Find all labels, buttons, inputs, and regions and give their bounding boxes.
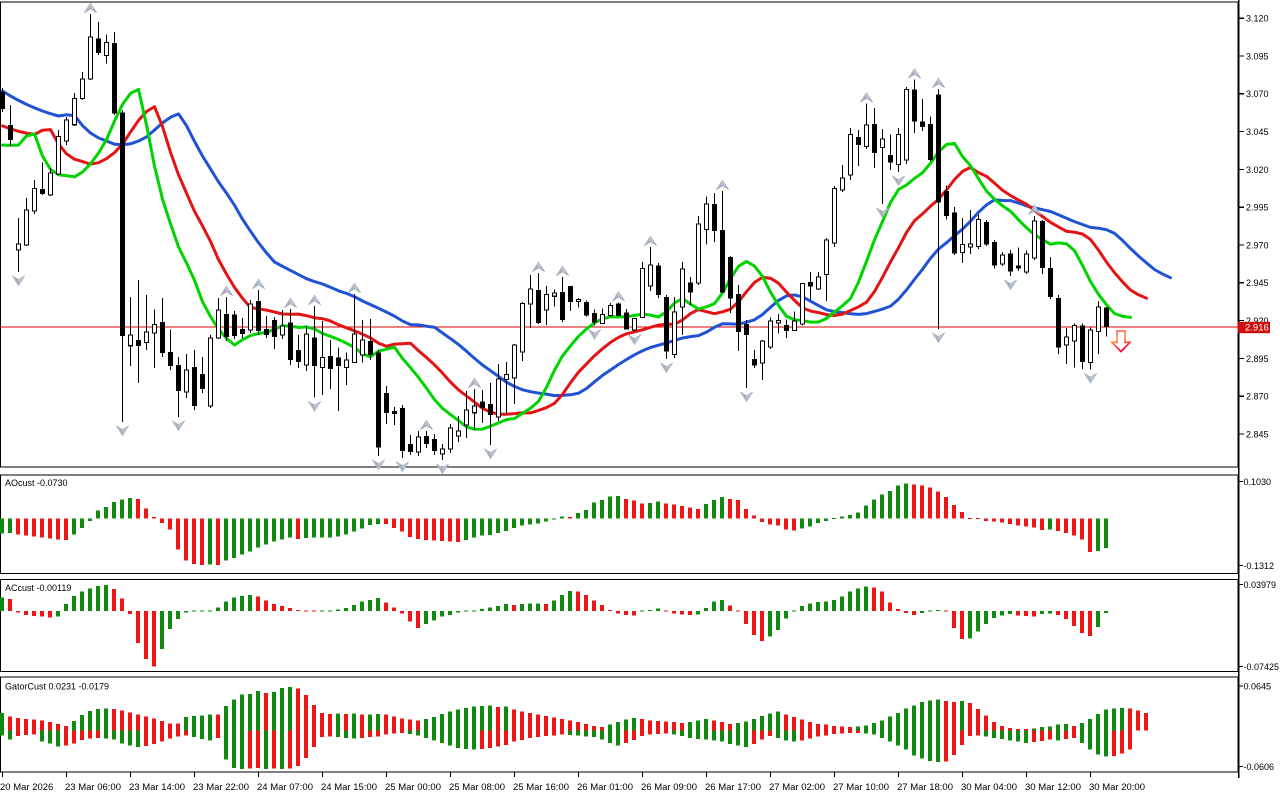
- svg-text:ACcust -0.00119: ACcust -0.00119: [5, 583, 71, 593]
- svg-text:3.070: 3.070: [1246, 89, 1269, 99]
- svg-text:25 Mar 00:00: 25 Mar 00:00: [385, 782, 441, 793]
- svg-text:3.095: 3.095: [1246, 51, 1269, 61]
- svg-text:27 Mar 18:00: 27 Mar 18:00: [897, 782, 953, 793]
- svg-text:24 Mar 07:00: 24 Mar 07:00: [257, 782, 313, 793]
- svg-text:3.045: 3.045: [1246, 127, 1269, 137]
- svg-text:30 Mar 20:00: 30 Mar 20:00: [1089, 782, 1145, 793]
- svg-text:30 Mar 04:00: 30 Mar 04:00: [961, 782, 1017, 793]
- svg-text:0.03979: 0.03979: [1244, 580, 1277, 590]
- svg-text:2.845: 2.845: [1246, 429, 1269, 439]
- svg-text:-0.07425: -0.07425: [1244, 662, 1280, 672]
- svg-text:27 Mar 02:00: 27 Mar 02:00: [769, 782, 825, 793]
- svg-text:26 Mar 01:00: 26 Mar 01:00: [577, 782, 633, 793]
- svg-text:30 Mar 12:00: 30 Mar 12:00: [1025, 782, 1081, 793]
- svg-text:20 Mar 2026: 20 Mar 2026: [0, 782, 53, 793]
- svg-text:2.895: 2.895: [1246, 354, 1269, 364]
- svg-text:23 Mar 14:00: 23 Mar 14:00: [129, 782, 185, 793]
- svg-text:23 Mar 06:00: 23 Mar 06:00: [65, 782, 121, 793]
- svg-text:-0.1312: -0.1312: [1244, 561, 1275, 571]
- svg-text:2.920: 2.920: [1246, 316, 1269, 326]
- svg-text:0.0645: 0.0645: [1244, 681, 1272, 691]
- svg-text:3.020: 3.020: [1246, 165, 1269, 175]
- svg-text:25 Mar 16:00: 25 Mar 16:00: [513, 782, 569, 793]
- svg-text:2.916: 2.916: [1245, 323, 1269, 334]
- svg-text:27 Mar 10:00: 27 Mar 10:00: [833, 782, 889, 793]
- svg-text:2.945: 2.945: [1246, 278, 1269, 288]
- svg-text:23 Mar 22:00: 23 Mar 22:00: [193, 782, 249, 793]
- svg-text:-0.0606: -0.0606: [1244, 762, 1275, 772]
- svg-text:26 Mar 17:00: 26 Mar 17:00: [705, 782, 761, 793]
- svg-text:GatorCust 0.0231 -0.0179: GatorCust 0.0231 -0.0179: [5, 682, 109, 692]
- svg-text:2.995: 2.995: [1246, 203, 1269, 213]
- svg-text:24 Mar 15:00: 24 Mar 15:00: [321, 782, 377, 793]
- svg-text:0.1030: 0.1030: [1244, 477, 1272, 487]
- svg-text:25 Mar 08:00: 25 Mar 08:00: [449, 782, 505, 793]
- svg-text:26 Mar 09:00: 26 Mar 09:00: [641, 782, 697, 793]
- svg-text:2.870: 2.870: [1246, 392, 1269, 402]
- svg-text:2.970: 2.970: [1246, 240, 1269, 250]
- svg-text:AOcust -0.0730: AOcust -0.0730: [5, 478, 68, 488]
- svg-text:3.120: 3.120: [1246, 14, 1269, 24]
